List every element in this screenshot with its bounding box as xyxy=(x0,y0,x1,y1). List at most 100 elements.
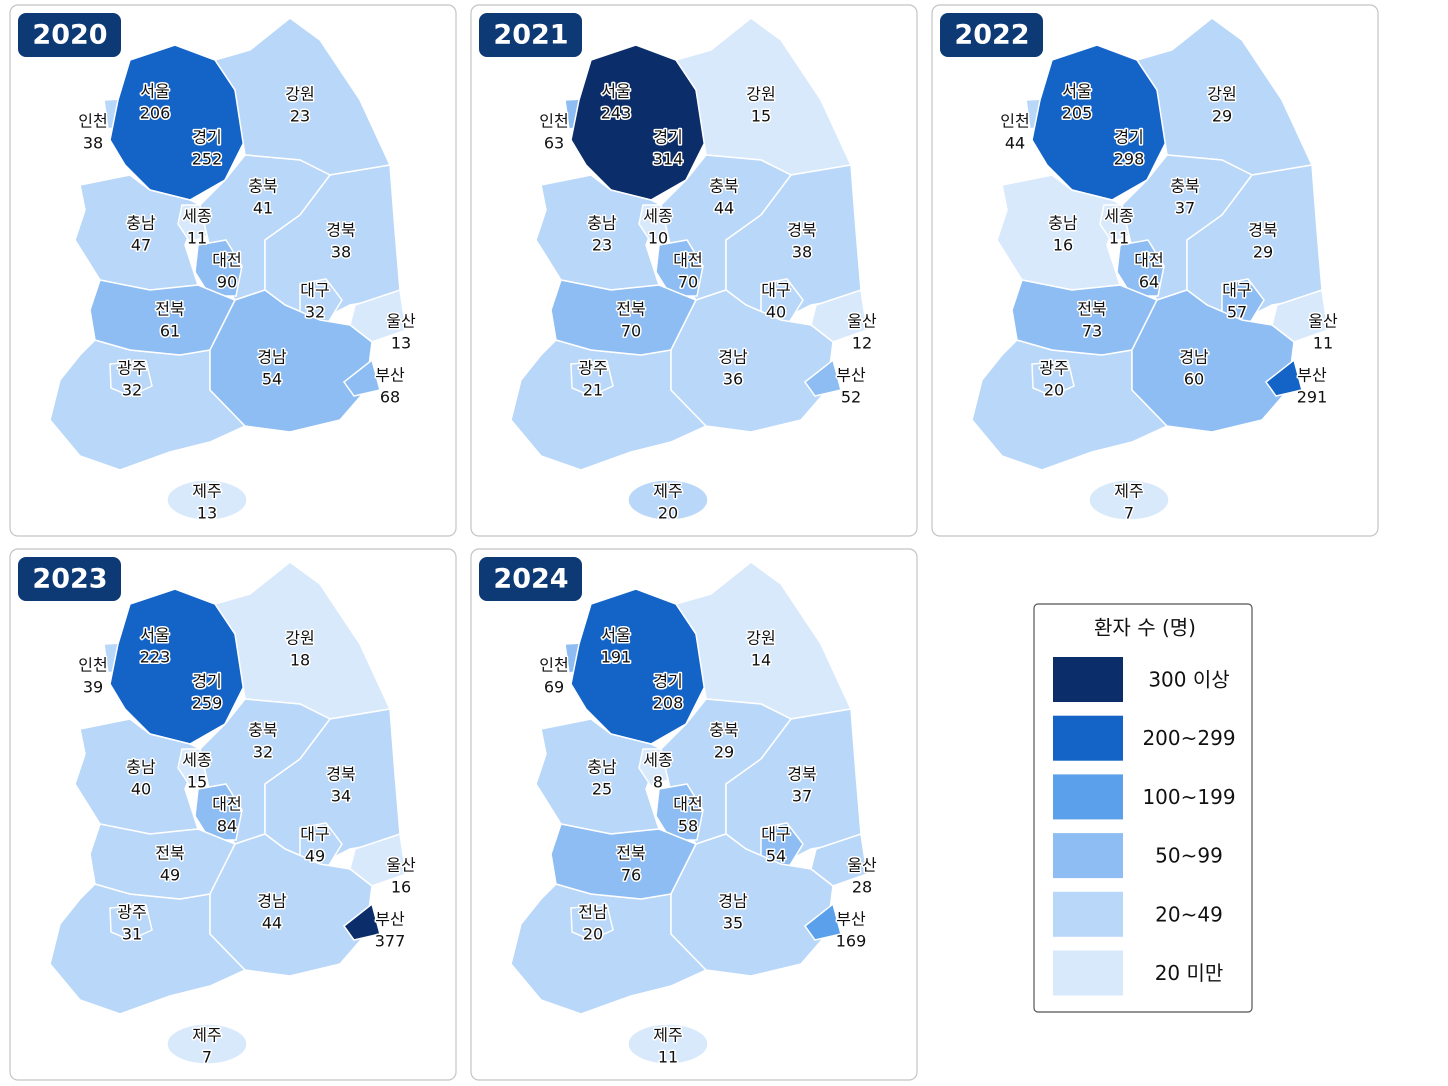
region xyxy=(166,479,248,521)
region xyxy=(1031,360,1075,397)
region-name: 대전 xyxy=(673,795,702,814)
year-label: 2023 xyxy=(32,564,107,595)
year-badge xyxy=(18,557,121,601)
region-name: 전북 xyxy=(616,844,645,863)
region xyxy=(1011,279,1159,356)
region-name: 전북 xyxy=(155,300,184,319)
region-value: 36 xyxy=(723,370,743,389)
region-value: 49 xyxy=(160,866,180,885)
region-value: 12 xyxy=(852,334,872,353)
region-value: 15 xyxy=(187,773,207,792)
region xyxy=(177,748,208,787)
region xyxy=(810,833,868,887)
region-value: 243 xyxy=(601,104,632,123)
region-value: 314 xyxy=(653,150,684,169)
region xyxy=(342,902,381,941)
region-value: 169 xyxy=(836,932,867,951)
region xyxy=(109,588,246,745)
region-name: 부산 xyxy=(375,366,405,385)
region-name: 광주 xyxy=(117,903,146,922)
legend-swatch xyxy=(1053,774,1123,820)
region-name: 충북 xyxy=(709,721,738,740)
region-value: 14 xyxy=(751,651,771,670)
region xyxy=(1088,479,1170,521)
region-name: 대구 xyxy=(1222,281,1251,300)
region-name: 경북 xyxy=(326,221,355,240)
region-value: 29 xyxy=(1253,243,1273,262)
region-value: 291 xyxy=(1297,388,1328,407)
region-value: 298 xyxy=(1114,150,1145,169)
region xyxy=(535,174,662,291)
region-value: 38 xyxy=(331,243,351,262)
legend-label: 300 이상 xyxy=(1148,668,1229,692)
legend-swatch xyxy=(1053,833,1123,879)
legend-label: 100~199 xyxy=(1142,785,1235,809)
region-name: 경남 xyxy=(718,892,748,911)
region xyxy=(109,44,246,201)
region-value: 73 xyxy=(1082,322,1102,341)
region-value: 11 xyxy=(1109,229,1129,248)
legend-swatch xyxy=(1053,950,1123,996)
region-value: 32 xyxy=(122,381,142,400)
region-value: 70 xyxy=(678,273,698,292)
region xyxy=(89,823,237,900)
region-name: 강원 xyxy=(746,85,775,104)
region-value: 44 xyxy=(262,914,282,933)
region-value: 58 xyxy=(678,817,698,836)
region-name: 울산 xyxy=(386,312,416,331)
region-name: 인천 xyxy=(1000,112,1029,131)
year-badge xyxy=(18,13,121,57)
region xyxy=(550,279,698,356)
region-value: 39 xyxy=(83,678,103,697)
region-name: 강원 xyxy=(285,85,314,104)
region-name: 전북 xyxy=(155,844,184,863)
region-value: 54 xyxy=(766,847,786,866)
region xyxy=(74,718,201,835)
region-name: 충북 xyxy=(248,721,277,740)
region-name: 대구 xyxy=(300,281,329,300)
region-value: 18 xyxy=(290,651,310,670)
region-name: 강원 xyxy=(285,629,314,648)
region-name: 대구 xyxy=(761,281,790,300)
region-value: 20 xyxy=(658,504,678,523)
region-name: 부산 xyxy=(1297,366,1327,385)
region-value: 28 xyxy=(852,878,872,897)
region-value: 35 xyxy=(723,914,743,933)
region-value: 44 xyxy=(1005,134,1025,153)
region xyxy=(638,748,669,787)
region-name: 강원 xyxy=(746,629,775,648)
region-name: 충북 xyxy=(248,177,277,196)
region xyxy=(570,588,707,745)
region-value: 52 xyxy=(841,388,861,407)
region-name: 광주 xyxy=(578,359,607,378)
legend-swatch xyxy=(1053,891,1123,937)
region-value: 60 xyxy=(1184,370,1204,389)
region-value: 23 xyxy=(290,107,310,126)
region-name: 울산 xyxy=(847,312,877,331)
region-value: 23 xyxy=(592,236,612,255)
region xyxy=(1031,44,1168,201)
region xyxy=(89,279,237,356)
region xyxy=(74,174,201,291)
region-name: 대전 xyxy=(212,795,241,814)
region-name: 충남 xyxy=(126,214,156,233)
region-name: 경기 xyxy=(192,672,221,691)
region-name: 울산 xyxy=(847,856,877,875)
region-name: 경북 xyxy=(787,765,816,784)
map-panel: 서울 243 인천 63 경기 314 강원 15 충북 44 충남 23 세종 10 대전 70 경북 38대구… xyxy=(470,4,918,537)
region-value: 20 xyxy=(1044,381,1064,400)
region-value: 57 xyxy=(1227,303,1247,322)
region xyxy=(803,902,842,941)
region-name: 대구 xyxy=(300,825,329,844)
region-name: 서울 xyxy=(140,82,169,101)
legend-label: 200~299 xyxy=(1142,726,1235,750)
region xyxy=(638,204,669,243)
region-name: 충남 xyxy=(126,758,156,777)
region-value: 10 xyxy=(648,229,668,248)
region xyxy=(627,479,709,521)
region-value: 25 xyxy=(592,780,612,799)
region xyxy=(1116,239,1165,297)
region-name: 부산 xyxy=(836,366,866,385)
